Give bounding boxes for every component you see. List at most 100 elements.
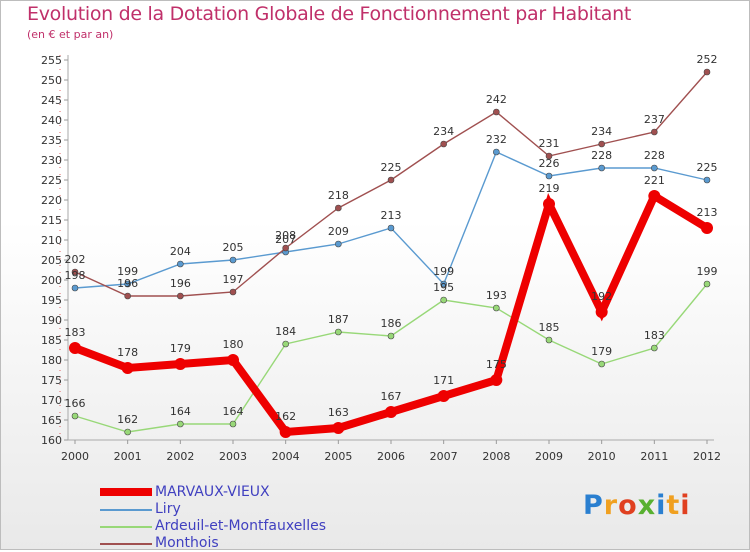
data-point xyxy=(437,390,450,402)
data-label: 199 xyxy=(117,265,138,278)
data-point xyxy=(174,358,187,370)
data-label: 185 xyxy=(539,321,560,334)
data-label: 166 xyxy=(65,397,86,410)
data-label: 234 xyxy=(433,125,454,138)
logo-letter: P xyxy=(583,490,604,521)
data-point xyxy=(651,164,658,172)
y-tick-label: 170 xyxy=(41,394,62,407)
data-point xyxy=(124,292,131,300)
data-label: 179 xyxy=(170,342,191,355)
series-layer xyxy=(69,68,713,438)
data-label: 179 xyxy=(591,345,612,358)
legend-label-monthois: Monthois xyxy=(155,535,219,551)
y-tick-label: 165 xyxy=(41,414,62,427)
logo-letter: i xyxy=(656,490,667,521)
data-point xyxy=(177,420,184,428)
data-point xyxy=(598,164,605,172)
data-label: 232 xyxy=(486,133,507,146)
data-label: 196 xyxy=(170,277,191,290)
y-tick-label: 160 xyxy=(41,434,62,447)
data-label: 234 xyxy=(591,125,612,138)
data-point xyxy=(703,68,711,76)
chart-title: Evolution de la Dotation Globale de Fonc… xyxy=(27,3,632,25)
y-tick-label: 250 xyxy=(41,74,62,87)
y-tick-label: 175 xyxy=(41,374,62,387)
data-point xyxy=(229,256,237,264)
data-label: 213 xyxy=(697,206,718,219)
x-tick-label: 2011 xyxy=(640,450,668,463)
data-label: 237 xyxy=(644,113,665,126)
legend-label-marvaux-vieux: MARVAUX-VIEUX xyxy=(155,484,270,500)
data-point xyxy=(493,304,500,312)
data-point xyxy=(387,176,395,184)
data-label: 192 xyxy=(591,290,612,303)
y-tick-label: 235 xyxy=(41,134,62,147)
y-tick-label: 185 xyxy=(41,334,62,347)
data-point xyxy=(332,422,345,434)
x-tick-label: 2009 xyxy=(535,450,563,463)
data-label: 209 xyxy=(328,225,349,238)
data-label: 219 xyxy=(539,182,560,195)
data-point xyxy=(493,108,500,116)
y-tick-label: 205 xyxy=(41,254,62,267)
data-label: 198 xyxy=(65,269,86,282)
x-tick-label: 2002 xyxy=(166,450,194,463)
logo-letter: t xyxy=(666,490,681,521)
data-label: 186 xyxy=(381,317,402,330)
x-tick-label: 2006 xyxy=(377,450,405,463)
data-point xyxy=(227,354,239,366)
x-tick-label: 2008 xyxy=(482,450,510,463)
data-point xyxy=(703,280,711,288)
data-point xyxy=(440,140,447,148)
data-point xyxy=(71,284,79,292)
data-label: 213 xyxy=(381,209,402,222)
y-tick-label: 220 xyxy=(41,194,62,207)
data-point xyxy=(177,292,184,300)
logo-letter: x xyxy=(637,490,657,521)
data-point xyxy=(648,190,661,202)
data-label: 225 xyxy=(381,161,402,174)
data-point xyxy=(71,268,79,276)
x-tick-label: 2005 xyxy=(324,450,352,463)
data-point xyxy=(545,152,553,160)
data-point xyxy=(703,176,711,184)
logo-letter: o xyxy=(618,490,638,521)
data-label: 207 xyxy=(275,233,296,246)
data-point xyxy=(595,306,608,318)
data-label: 199 xyxy=(433,265,454,278)
x-tick-label: 2004 xyxy=(272,450,300,463)
x-tick-label: 2003 xyxy=(219,450,247,463)
data-point xyxy=(335,328,342,336)
legend-label-ardeuil: Ardeuil-et-Montfauxelles xyxy=(155,518,326,534)
x-tick-label: 2007 xyxy=(430,450,458,463)
data-labels-layer: 198 199 204 205 207 209 213 199 232 226 228 228 225 1… xyxy=(65,53,718,426)
y-tick-label: 255 xyxy=(41,54,62,67)
data-point xyxy=(387,224,395,232)
data-label: 197 xyxy=(223,273,244,286)
data-label: 202 xyxy=(65,253,86,266)
y-tick-label: 180 xyxy=(41,354,62,367)
data-point xyxy=(229,288,237,296)
data-point xyxy=(440,280,447,288)
data-point xyxy=(545,336,553,344)
logo-letter: r xyxy=(603,490,619,521)
legend-swatch-ardeuil xyxy=(100,526,152,528)
data-label: 221 xyxy=(644,174,665,187)
data-point xyxy=(387,332,395,340)
data-label: 184 xyxy=(275,325,296,338)
data-label: 208 xyxy=(275,229,296,242)
data-point xyxy=(440,296,447,304)
data-label: 183 xyxy=(644,329,665,342)
data-label: 231 xyxy=(539,137,560,150)
data-label: 180 xyxy=(223,338,244,351)
data-point xyxy=(282,340,289,348)
data-point xyxy=(71,412,79,420)
data-point xyxy=(229,420,237,428)
x-tick-label: 2000 xyxy=(61,450,89,463)
data-point xyxy=(651,128,658,136)
data-label: 218 xyxy=(328,189,349,202)
data-label: 199 xyxy=(697,265,718,278)
data-label: 225 xyxy=(697,161,718,174)
